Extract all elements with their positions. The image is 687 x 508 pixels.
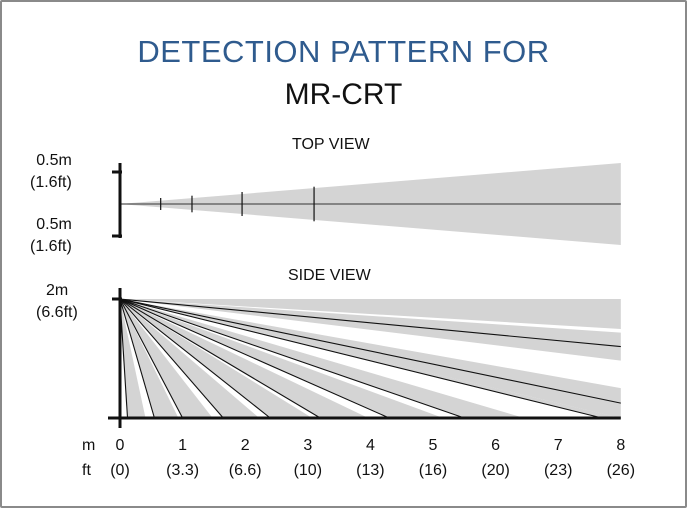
axis-tick-ft: (3.3) (166, 462, 200, 479)
side-view-beam (119, 298, 621, 348)
side-view-band (120, 299, 444, 418)
side-view-band (120, 299, 146, 418)
axis-tick-m: 0 (115, 437, 125, 454)
axis-tick-m: 3 (303, 437, 313, 454)
side-view-band (120, 299, 621, 361)
top-upper-width-ft: (1.6ft) (30, 174, 72, 191)
axis-tick-ft: (0) (110, 462, 130, 479)
axis-tick-m: 1 (178, 437, 188, 454)
side-view-beam (119, 298, 224, 419)
side-view-label: SIDE VIEW (288, 267, 371, 284)
axis-tick-m: 4 (365, 437, 375, 454)
side-view-beam (119, 298, 465, 419)
axis-tick-m: 5 (428, 437, 438, 454)
side-view-band (120, 299, 260, 418)
axis-tick-ft: (26) (606, 462, 636, 479)
side-view-band (120, 299, 621, 329)
top-lower-width-ft: (1.6ft) (30, 238, 72, 255)
side-view-beam (119, 298, 390, 419)
top-lower-width-label: 0.5m (1.6ft) (30, 214, 72, 258)
top-upper-width-label: 0.5m (1.6ft) (30, 150, 72, 194)
axis-tick-ft: (13) (356, 462, 385, 479)
top-upper-width-m: 0.5m (36, 152, 72, 169)
axis-tick-ft: (16) (418, 462, 448, 479)
axis-tick-m: 7 (553, 437, 563, 454)
top-lower-width-m: 0.5m (36, 216, 72, 233)
side-view-band (120, 299, 213, 418)
side-height-label: 2m (6.6ft) (36, 280, 78, 324)
side-view-beam (119, 298, 271, 419)
axis-unit-ft: ft (82, 462, 91, 479)
axis-tick-ft: (20) (481, 462, 510, 479)
axis-tick-ft: (6.6) (228, 462, 262, 479)
side-view-band (120, 299, 621, 419)
diagram-title: DETECTION PATTERN FOR (137, 34, 550, 69)
axis-tick-ft: (23) (543, 462, 573, 479)
side-view-beam (119, 298, 321, 419)
side-view-pattern (108, 288, 621, 428)
axis-unit-m: m (82, 437, 96, 454)
axis-tick-ft: (10) (293, 462, 323, 479)
side-height-ft: (6.6ft) (36, 304, 78, 321)
side-view-beam (119, 298, 621, 404)
side-view-beam (119, 298, 155, 419)
axis-tick-m: 2 (240, 437, 250, 454)
diagram-subtitle: MR-CRT (284, 78, 403, 111)
side-view-band (120, 299, 313, 418)
side-height-m: 2m (46, 282, 69, 299)
top-view-pattern (112, 163, 621, 245)
side-view-beam (119, 298, 603, 419)
side-view-band (120, 299, 525, 418)
axis-tick-m: 8 (616, 437, 626, 454)
side-view-beam (119, 298, 184, 419)
axis-tick-m: 6 (491, 437, 501, 454)
side-view-band (120, 299, 179, 418)
side-view-band (120, 299, 369, 418)
top-view-label: TOP VIEW (292, 136, 370, 153)
